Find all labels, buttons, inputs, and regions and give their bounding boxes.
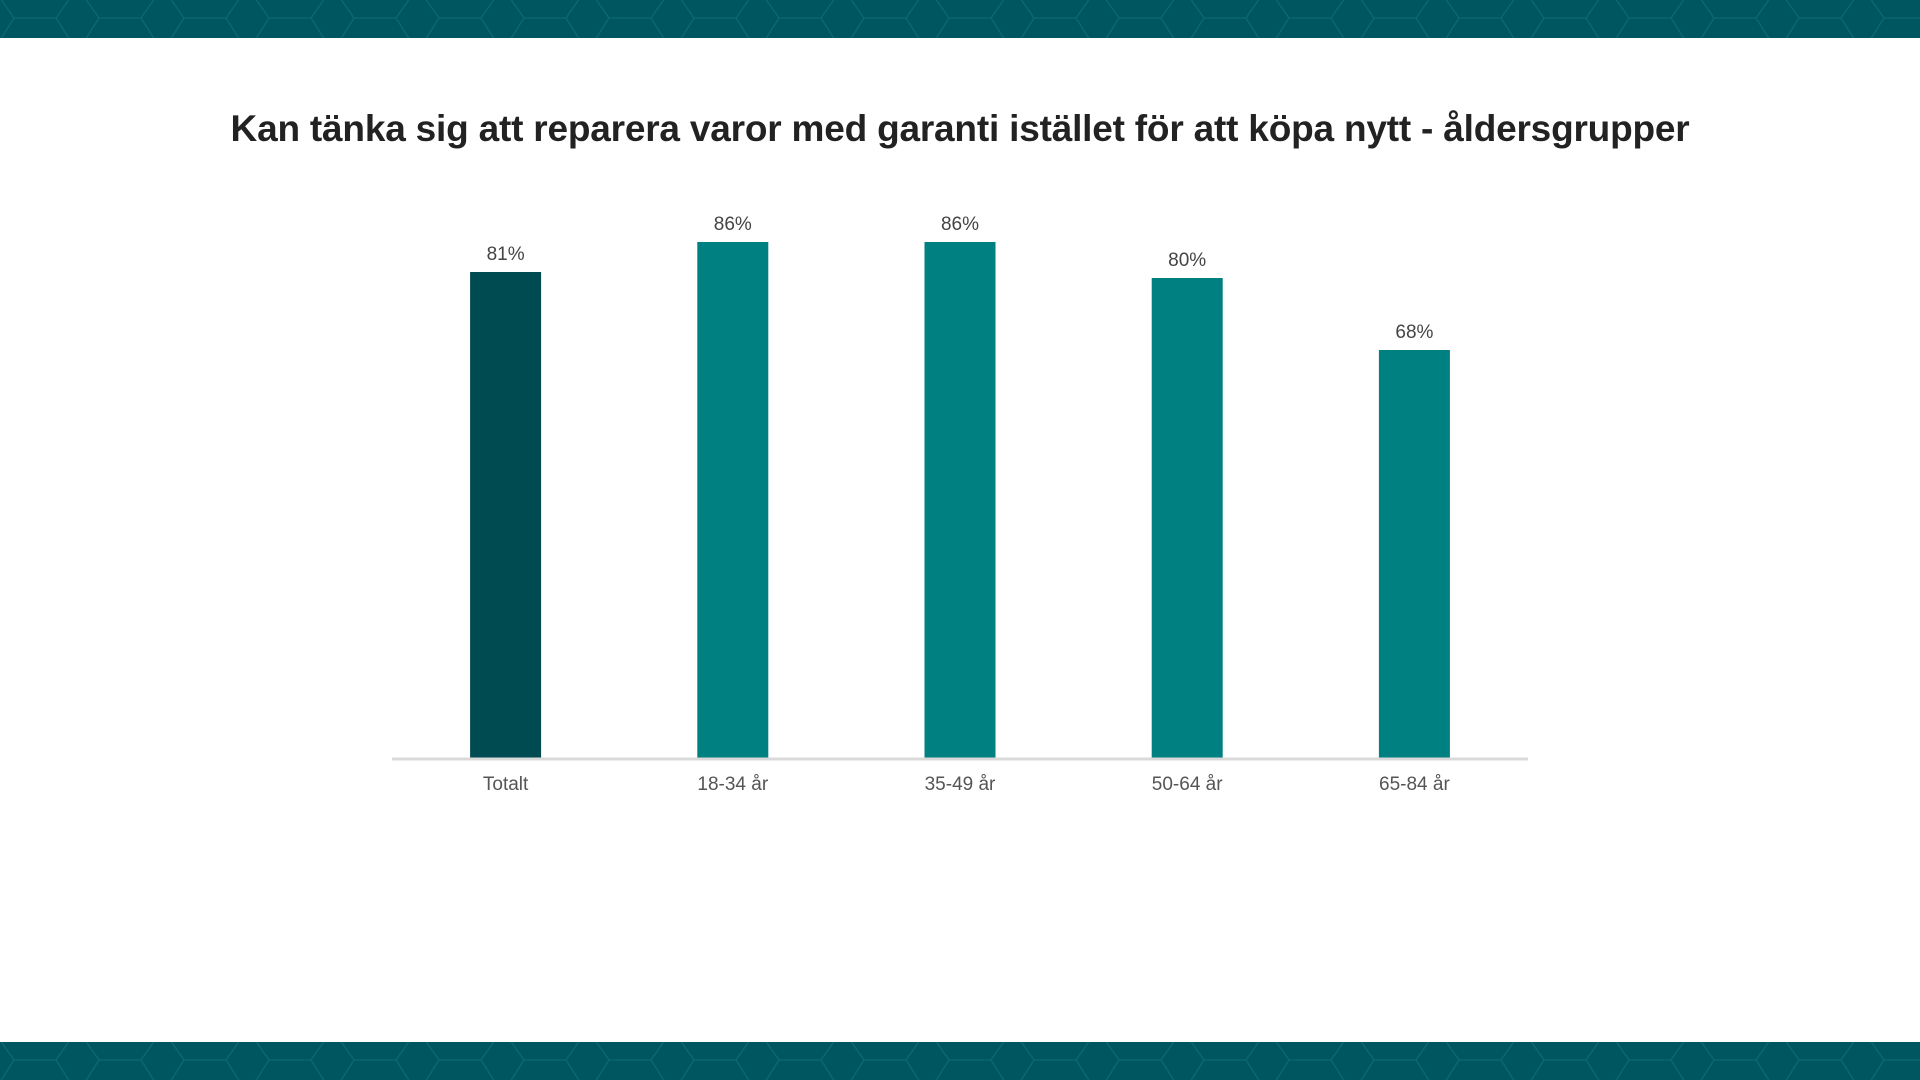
bar-50-64-r xyxy=(1151,278,1223,758)
value-label: 80% xyxy=(1168,250,1206,271)
bar-35-49-r xyxy=(924,242,996,758)
category-label: 65-84 år xyxy=(1379,774,1450,795)
category-label: 18-34 år xyxy=(697,774,768,795)
top-decorative-band xyxy=(0,0,1920,38)
bar-totalt xyxy=(470,272,542,758)
bar-65-84-r xyxy=(1378,350,1450,758)
value-label: 86% xyxy=(714,214,752,235)
value-label: 86% xyxy=(941,214,979,235)
category-label: 35-49 år xyxy=(925,774,996,795)
bottom-decorative-band xyxy=(0,1042,1920,1080)
value-label: 68% xyxy=(1395,322,1433,343)
category-label: 50-64 år xyxy=(1152,774,1223,795)
bar-18-34-r xyxy=(697,242,769,758)
category-label: Totalt xyxy=(483,774,529,795)
hexagon-pattern xyxy=(0,1042,1920,1080)
value-label: 81% xyxy=(487,244,525,265)
chart-title: Kan tänka sig att reparera varor med gar… xyxy=(230,108,1690,149)
hexagon-pattern xyxy=(0,0,1920,38)
